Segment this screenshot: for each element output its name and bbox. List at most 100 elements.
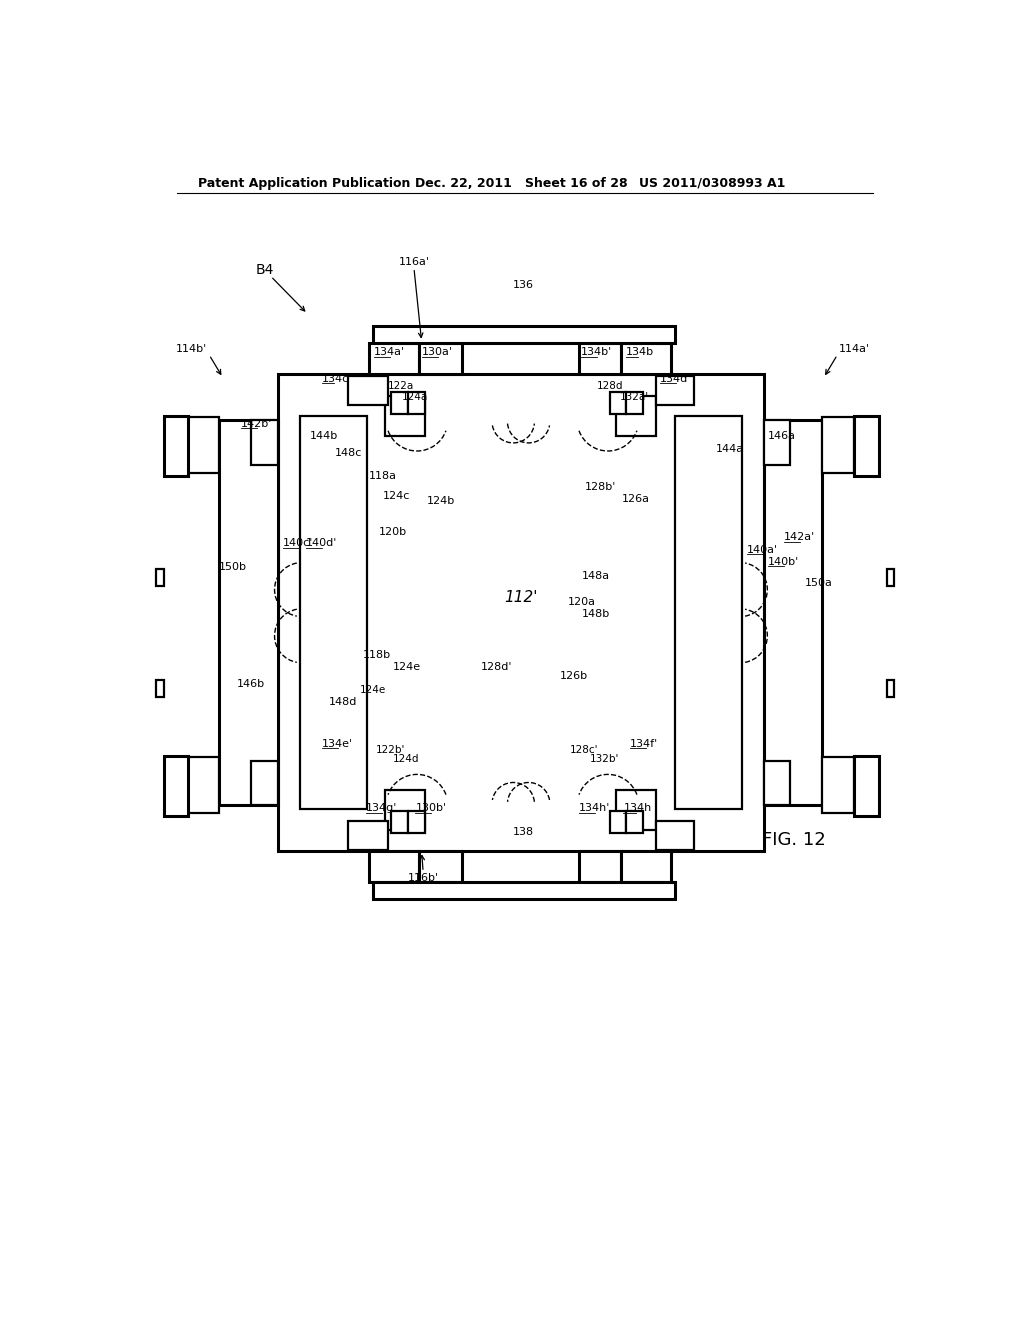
Text: 136: 136 xyxy=(513,280,534,290)
Bar xyxy=(408,812,425,833)
Text: 144a: 144a xyxy=(716,445,743,454)
Text: 134e': 134e' xyxy=(322,739,352,748)
Text: 144b: 144b xyxy=(310,430,338,441)
Text: 148a: 148a xyxy=(582,570,610,581)
Text: 142a': 142a' xyxy=(783,532,815,543)
Text: 146a: 146a xyxy=(768,430,796,441)
Bar xyxy=(887,681,894,697)
Bar xyxy=(419,851,462,882)
Bar xyxy=(252,420,279,465)
Bar xyxy=(675,416,742,809)
Bar xyxy=(373,326,675,343)
Text: 150b: 150b xyxy=(219,561,247,572)
Bar xyxy=(609,392,627,414)
Text: 128d': 128d' xyxy=(481,661,512,672)
Bar xyxy=(627,392,643,414)
Bar xyxy=(615,396,655,436)
Bar xyxy=(627,812,643,833)
Text: 130b': 130b' xyxy=(416,804,446,813)
Text: 120b: 120b xyxy=(379,527,407,537)
Text: 114a': 114a' xyxy=(839,345,870,354)
Text: 130a': 130a' xyxy=(422,347,453,358)
Text: 134b': 134b' xyxy=(581,347,612,358)
Text: 126b: 126b xyxy=(560,671,589,681)
Bar xyxy=(615,789,655,830)
Text: 120a: 120a xyxy=(568,597,596,607)
Bar xyxy=(279,374,764,851)
Text: 128c': 128c' xyxy=(569,744,598,755)
Bar xyxy=(579,851,621,882)
Text: 116a': 116a' xyxy=(398,257,429,268)
Text: 114b': 114b' xyxy=(176,345,208,354)
Text: 128b': 128b' xyxy=(585,482,616,492)
Bar xyxy=(156,569,164,586)
Bar xyxy=(300,416,367,809)
Bar xyxy=(370,343,419,374)
Bar xyxy=(348,821,388,850)
Text: 124c: 124c xyxy=(383,491,411,500)
Bar xyxy=(373,882,675,899)
Text: 140b': 140b' xyxy=(768,557,800,566)
Bar xyxy=(252,760,279,805)
Text: 132b': 132b' xyxy=(590,754,618,764)
Bar xyxy=(609,812,627,833)
Bar xyxy=(655,821,694,850)
Bar xyxy=(854,756,879,816)
Text: 124e: 124e xyxy=(360,685,386,694)
Bar xyxy=(854,416,879,475)
Text: 132a': 132a' xyxy=(620,392,648,403)
Text: 116b': 116b' xyxy=(408,874,438,883)
Text: 124e: 124e xyxy=(392,661,421,672)
Text: 134h': 134h' xyxy=(579,804,610,813)
Bar xyxy=(385,789,425,830)
Text: 118a: 118a xyxy=(370,471,397,480)
Bar xyxy=(156,681,164,697)
Text: 140a': 140a' xyxy=(746,545,777,554)
Bar xyxy=(385,396,425,436)
Bar xyxy=(164,756,188,816)
Text: 134a': 134a' xyxy=(374,347,406,358)
Text: Patent Application Publication: Patent Application Publication xyxy=(199,177,411,190)
Bar xyxy=(655,376,694,405)
Bar xyxy=(219,420,279,805)
Text: 134h: 134h xyxy=(624,804,651,813)
Text: 126a: 126a xyxy=(622,494,650,504)
Text: US 2011/0308993 A1: US 2011/0308993 A1 xyxy=(639,177,785,190)
Text: 124b: 124b xyxy=(427,496,456,506)
Bar xyxy=(822,417,854,473)
Bar xyxy=(391,812,408,833)
Bar xyxy=(391,392,408,414)
Text: 148d: 148d xyxy=(330,697,357,708)
Text: 138: 138 xyxy=(513,828,534,837)
Bar xyxy=(348,376,388,405)
Text: 148c: 148c xyxy=(335,449,362,458)
Text: FIG. 12: FIG. 12 xyxy=(762,830,825,849)
Text: 134f': 134f' xyxy=(630,739,657,748)
Text: 134d': 134d' xyxy=(660,374,691,384)
Bar xyxy=(621,851,671,882)
Text: 134g': 134g' xyxy=(367,804,397,813)
Text: 128d: 128d xyxy=(597,381,624,391)
Text: Dec. 22, 2011   Sheet 16 of 28: Dec. 22, 2011 Sheet 16 of 28 xyxy=(416,177,628,190)
Text: B4: B4 xyxy=(256,263,274,277)
Bar xyxy=(621,343,671,374)
Bar xyxy=(764,760,791,805)
Text: 124d: 124d xyxy=(392,754,419,764)
Bar xyxy=(822,758,854,813)
Text: 146b: 146b xyxy=(237,678,265,689)
Text: 124a: 124a xyxy=(401,392,428,403)
Text: 134c: 134c xyxy=(322,374,349,384)
Bar xyxy=(370,851,419,882)
Text: 150a: 150a xyxy=(805,578,833,589)
Text: 112': 112' xyxy=(504,590,538,605)
Text: 122a: 122a xyxy=(388,381,414,391)
Text: 122b': 122b' xyxy=(376,744,404,755)
Text: 118b: 118b xyxy=(364,649,391,660)
Bar xyxy=(887,569,894,586)
Bar xyxy=(764,420,791,465)
Bar xyxy=(408,392,425,414)
Bar xyxy=(164,416,188,475)
Bar xyxy=(579,343,621,374)
Text: 148b: 148b xyxy=(582,610,610,619)
Text: 142b': 142b' xyxy=(241,418,272,429)
